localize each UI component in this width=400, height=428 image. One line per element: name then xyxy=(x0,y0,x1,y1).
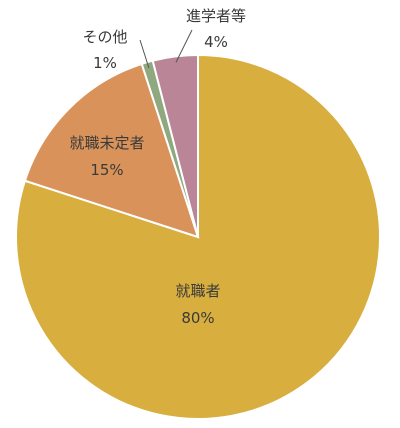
slice-employed xyxy=(15,53,381,420)
pie-slices xyxy=(15,53,381,420)
slice-undecided xyxy=(23,62,200,239)
slice-label-undecided-name: 就職未定者 xyxy=(69,134,144,152)
leader-lines xyxy=(139,29,193,69)
slice-label-further-study-value: 4% xyxy=(204,33,228,51)
slice-label-undecided-value: 15% xyxy=(90,161,123,179)
slice-label-other-name: その他 xyxy=(82,28,127,46)
slice-label-other-value: 1% xyxy=(93,54,117,72)
slice-label-further-study-name: 進学者等 xyxy=(186,7,246,25)
slice-further-study xyxy=(151,53,199,238)
slice-label-employed-value: 80% xyxy=(181,309,214,327)
slice-label-employed-name: 就職者 xyxy=(175,282,220,300)
leader-line-other xyxy=(139,39,150,69)
leader-line-further-study xyxy=(175,29,193,63)
